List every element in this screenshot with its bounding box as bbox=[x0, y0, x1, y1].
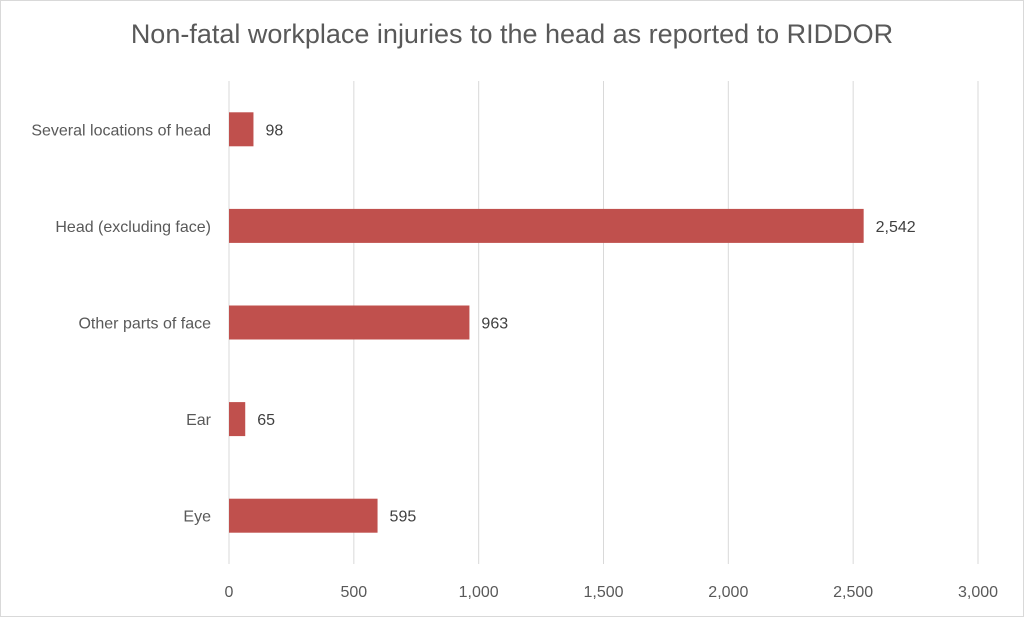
x-tick-label: 2,000 bbox=[708, 584, 748, 601]
data-label: 595 bbox=[390, 509, 417, 526]
bar bbox=[229, 112, 254, 147]
bar bbox=[229, 402, 246, 437]
bar bbox=[229, 208, 864, 243]
x-tick-label: 500 bbox=[340, 584, 367, 601]
x-tick-label: 0 bbox=[225, 584, 234, 601]
category-label: Several locations of head bbox=[31, 122, 211, 139]
bar bbox=[229, 305, 470, 340]
data-labels: 595 65 963 2,542 98 bbox=[257, 122, 916, 525]
data-label: 98 bbox=[265, 122, 283, 139]
category-label: Head (excluding face) bbox=[55, 219, 211, 236]
data-label: 65 bbox=[257, 412, 275, 429]
x-tick-label: 1,500 bbox=[583, 584, 623, 601]
chart-title: Non-fatal workplace injuries to the head… bbox=[130, 19, 894, 49]
x-tick-label: 1,000 bbox=[459, 584, 499, 601]
x-tick-labels: 0 500 1,000 1,500 2,000 2,500 3,000 bbox=[225, 584, 999, 601]
category-label: Eye bbox=[183, 509, 211, 526]
data-label: 963 bbox=[481, 316, 508, 333]
category-labels: Eye Ear Other parts of face Head (excluding… bbox=[31, 122, 211, 525]
x-tick-label: 3,000 bbox=[958, 584, 998, 601]
category-label: Other parts of face bbox=[78, 316, 211, 333]
bar bbox=[229, 498, 378, 533]
x-tick-label: 2,500 bbox=[833, 584, 873, 601]
data-label: 2,542 bbox=[876, 219, 916, 236]
category-label: Ear bbox=[186, 412, 212, 429]
bars bbox=[229, 112, 864, 533]
